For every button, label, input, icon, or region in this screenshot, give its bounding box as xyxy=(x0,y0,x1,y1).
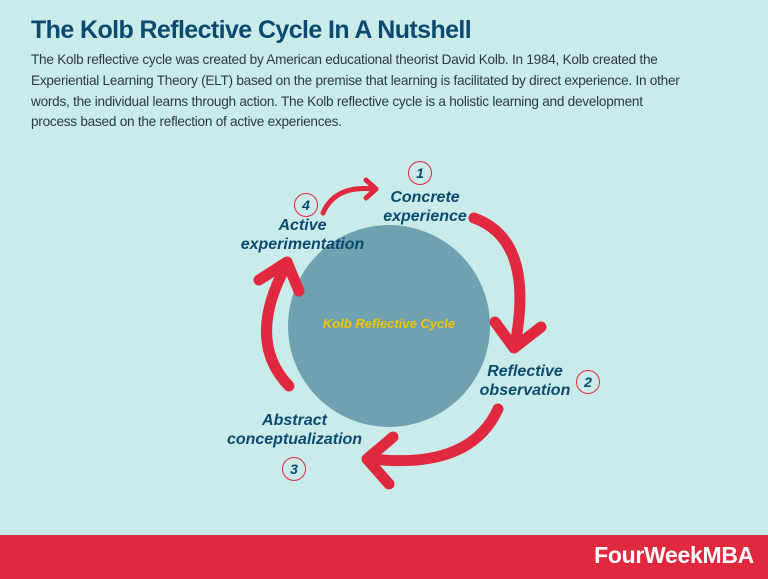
description-line: words, the individual learns through act… xyxy=(31,93,643,109)
stage-number-2: 2 xyxy=(576,370,600,394)
center-circle xyxy=(288,225,490,427)
center-label: Kolb Reflective Cycle xyxy=(322,316,456,331)
stage-number-4: 4 xyxy=(294,193,318,217)
description: The Kolb reflective cycle was created by… xyxy=(31,50,680,133)
stage-label-line: Active xyxy=(278,217,327,234)
arrow-4-to-1 xyxy=(320,177,379,216)
footer-band: FourWeekMBA xyxy=(0,535,768,579)
stage-number-1: 1 xyxy=(408,161,432,185)
brand-logo: FourWeekMBA xyxy=(594,542,754,568)
stage-label-active-experimentation: Active experimentation xyxy=(235,216,370,254)
stage-label-line: conceptualization xyxy=(226,431,363,448)
arrow-2-to-3 xyxy=(361,403,504,490)
description-line: Experiential Learning Theory (ELT) based… xyxy=(31,72,680,88)
arrow-1-to-2 xyxy=(468,212,547,354)
stage-label-reflective-observation: Reflective observation xyxy=(470,362,580,400)
stage-label-line: Abstract xyxy=(262,412,327,429)
description-line: process based on the reflection of activ… xyxy=(31,114,342,130)
arrow-3-to-4 xyxy=(253,256,305,392)
page-title: The Kolb Reflective Cycle In A Nutshell xyxy=(31,16,472,44)
stage-label-line: Reflective xyxy=(487,363,563,380)
stage-label-line: observation xyxy=(479,382,571,399)
description-line: The Kolb reflective cycle was created by… xyxy=(31,52,658,67)
stage-label-line: experience xyxy=(383,208,467,225)
stage-label-line: Concrete xyxy=(390,189,460,206)
stage-label-line: experimentation xyxy=(240,236,365,253)
stage-label-abstract-conceptualization: Abstract conceptualization xyxy=(222,411,367,449)
stage-number-3: 3 xyxy=(282,457,306,481)
stage-label-concrete-experience: Concrete experience xyxy=(370,188,480,226)
